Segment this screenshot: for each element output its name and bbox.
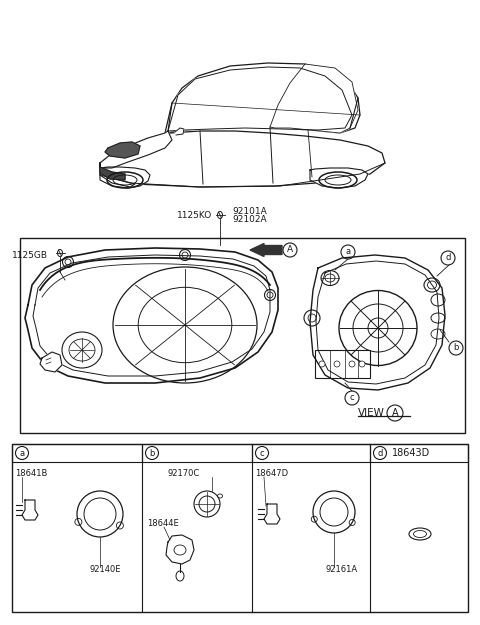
Text: A: A <box>392 408 398 418</box>
Text: b: b <box>149 449 155 458</box>
Polygon shape <box>100 131 172 168</box>
Text: d: d <box>445 254 451 262</box>
Polygon shape <box>25 248 278 383</box>
Polygon shape <box>310 255 445 390</box>
Polygon shape <box>175 128 184 135</box>
Text: 18647D: 18647D <box>255 469 288 479</box>
Polygon shape <box>165 63 360 133</box>
Text: 92170C: 92170C <box>167 469 199 479</box>
Circle shape <box>359 361 365 367</box>
Polygon shape <box>100 163 135 187</box>
Text: 18643D: 18643D <box>392 448 430 458</box>
Text: 1125KO: 1125KO <box>177 211 212 219</box>
Text: 92102A: 92102A <box>232 216 266 224</box>
Text: b: b <box>453 344 459 352</box>
Polygon shape <box>264 504 280 524</box>
Bar <box>12 444 468 612</box>
Polygon shape <box>168 67 352 131</box>
Text: c: c <box>350 394 354 402</box>
Bar <box>315 350 370 378</box>
Polygon shape <box>270 64 358 133</box>
Bar <box>142 444 252 462</box>
Text: 1125GB: 1125GB <box>12 251 48 259</box>
Polygon shape <box>105 142 140 158</box>
Circle shape <box>319 361 325 367</box>
Bar <box>12 444 142 462</box>
Polygon shape <box>100 167 125 180</box>
Bar <box>370 444 468 462</box>
Text: 92140E: 92140E <box>90 566 121 574</box>
FancyArrow shape <box>250 244 282 256</box>
Bar <box>20 238 465 433</box>
Polygon shape <box>22 500 38 520</box>
Circle shape <box>334 361 340 367</box>
Text: VIEW: VIEW <box>358 408 385 418</box>
Polygon shape <box>310 168 368 188</box>
Text: d: d <box>377 449 383 458</box>
Text: a: a <box>346 248 350 256</box>
Text: 92101A: 92101A <box>232 206 267 216</box>
Polygon shape <box>100 131 385 187</box>
Text: c: c <box>260 449 264 458</box>
Text: A: A <box>287 246 293 254</box>
Circle shape <box>349 361 355 367</box>
Text: 18644E: 18644E <box>147 519 179 529</box>
Text: 18641B: 18641B <box>15 469 48 479</box>
Polygon shape <box>166 535 194 564</box>
Polygon shape <box>100 167 150 188</box>
Text: 92161A: 92161A <box>326 566 358 574</box>
Polygon shape <box>40 352 62 372</box>
Bar <box>252 444 370 462</box>
Text: a: a <box>19 449 24 458</box>
